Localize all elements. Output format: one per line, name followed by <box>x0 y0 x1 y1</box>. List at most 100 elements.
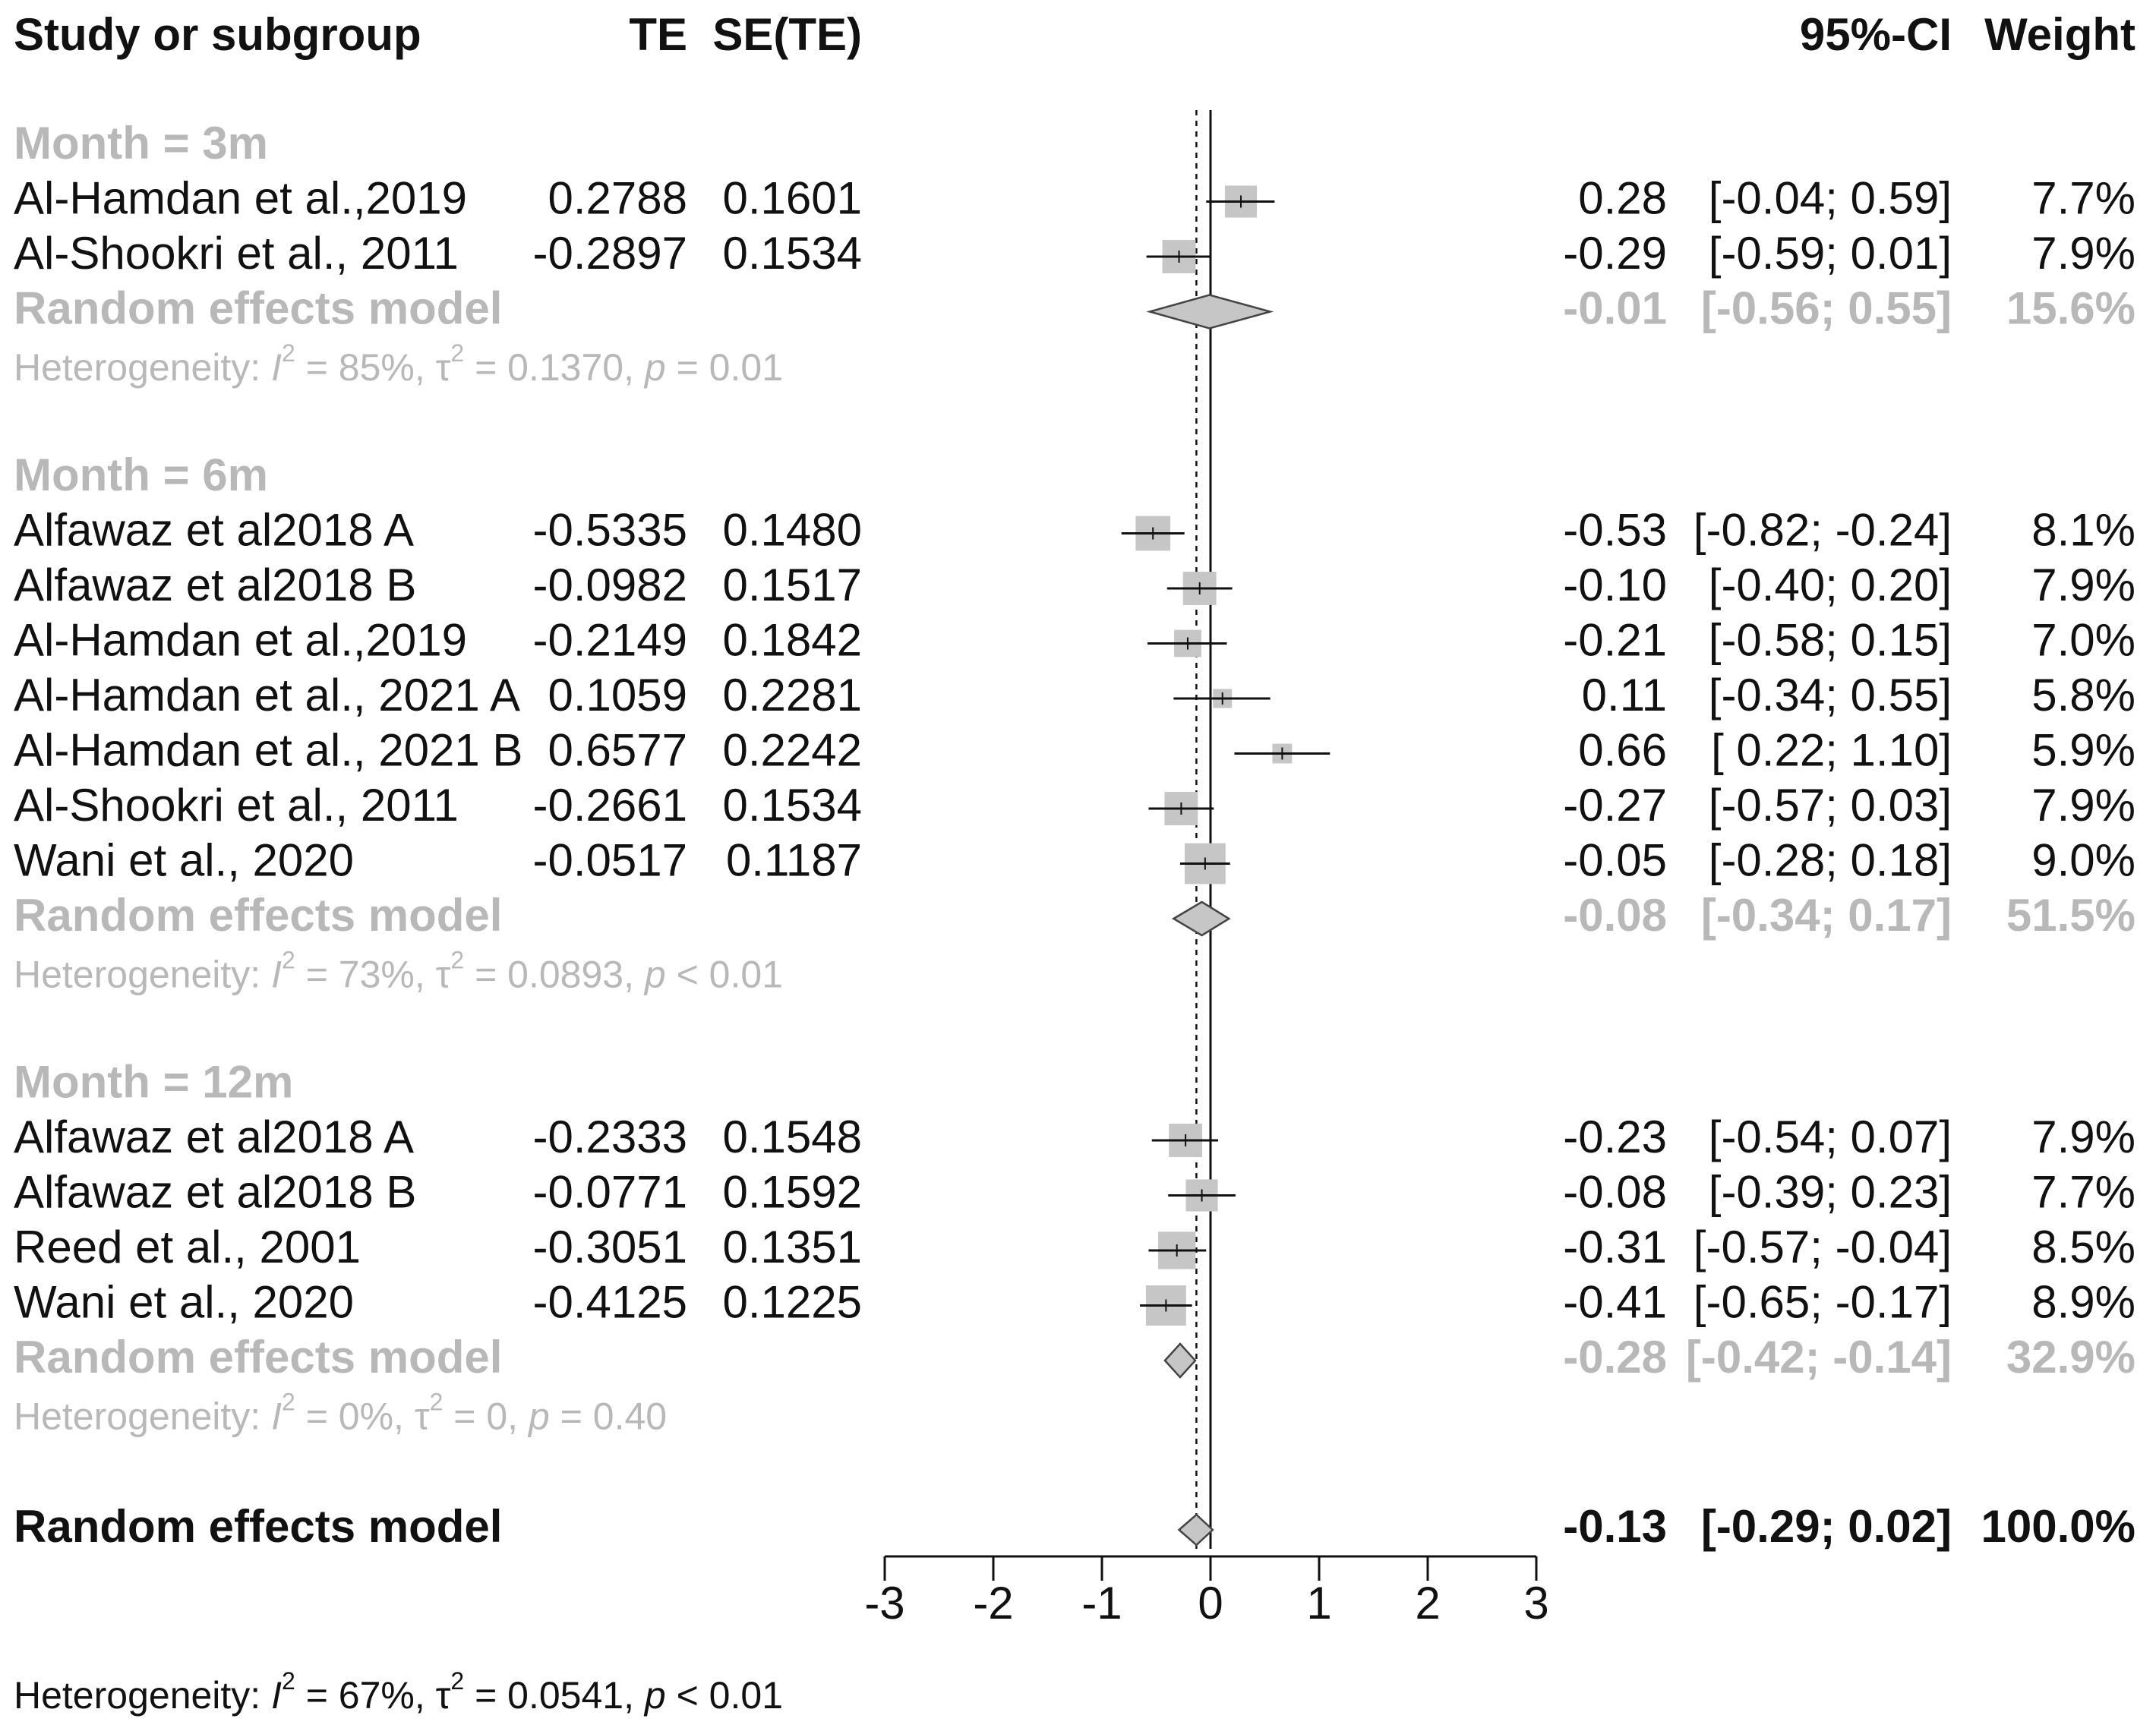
overall-ci: [-0.29; 0.02] <box>1701 1501 1952 1552</box>
subgroup-model-estimate: -0.08 <box>1563 890 1667 941</box>
subgroup-model-estimate: -0.28 <box>1563 1332 1667 1383</box>
study-weight: 5.8% <box>2031 670 2135 721</box>
study-ci: [-0.04; 0.59] <box>1709 172 1952 223</box>
study-se: 0.1548 <box>722 1112 862 1162</box>
study-weight: 8.9% <box>2031 1276 2135 1327</box>
study-te: -0.0517 <box>533 834 688 885</box>
study-estimate: -0.27 <box>1563 780 1667 831</box>
study-se: 0.1187 <box>726 834 862 885</box>
overall-model-label: Random effects model <box>14 1501 502 1552</box>
study-ci: [ 0.22; 1.10] <box>1711 724 1952 775</box>
study-estimate: -0.41 <box>1563 1276 1667 1327</box>
study-te: -0.2149 <box>533 614 688 665</box>
study-name: Wani et al., 2020 <box>14 1276 354 1327</box>
study-se: 0.1534 <box>722 780 862 831</box>
study-name: Al-Hamdan et al.,2019 <box>14 172 467 223</box>
study-estimate: -0.05 <box>1563 834 1667 885</box>
study-se: 0.1225 <box>722 1276 862 1327</box>
study-ci: [-0.34; 0.55] <box>1709 670 1952 721</box>
study-te: -0.0982 <box>533 560 688 610</box>
summary-diamond <box>1163 1342 1197 1379</box>
study-te: -0.3051 <box>533 1222 688 1272</box>
study-ci: [-0.54; 0.07] <box>1709 1112 1952 1162</box>
x-tick-label: 0 <box>1198 1578 1223 1629</box>
study-weight: 7.9% <box>2031 560 2135 610</box>
study-name: Al-Hamdan et al., 2021 B <box>14 724 522 775</box>
study-ci: [-0.65; -0.17] <box>1694 1276 1952 1327</box>
study-name: Al-Hamdan et al.,2019 <box>14 614 467 665</box>
study-weight: 7.7% <box>2031 1166 2135 1217</box>
subgroup-label: Month = 6m <box>14 449 268 500</box>
study-name: Alfawaz et al2018 B <box>14 560 416 610</box>
overall-weight: 100.0% <box>1981 1501 2136 1552</box>
study-estimate: -0.10 <box>1563 560 1667 610</box>
summary-diamond <box>1146 294 1274 330</box>
subgroup-model-ci: [-0.42; -0.14] <box>1686 1332 1952 1383</box>
study-te: 0.1059 <box>548 670 687 721</box>
study-se: 0.1592 <box>722 1166 862 1217</box>
x-tick-label: -1 <box>1081 1578 1122 1629</box>
header-te: TE <box>629 9 687 60</box>
study-name: Alfawaz et al2018 B <box>14 1166 416 1217</box>
subgroup-model-weight: 51.5% <box>2006 890 2135 941</box>
subgroup-heterogeneity: Heterogeneity: I2 = 0%, τ2 = 0, p = 0.40 <box>14 1389 667 1438</box>
study-ci: [-0.39; 0.23] <box>1709 1166 1952 1217</box>
subgroup-label: Month = 3m <box>14 118 268 169</box>
study-estimate: 0.28 <box>1578 172 1667 223</box>
subgroup-model-estimate: -0.01 <box>1563 282 1667 333</box>
study-se: 0.1534 <box>722 228 862 279</box>
study-se: 0.1351 <box>722 1222 862 1272</box>
subgroup-model-label: Random effects model <box>14 1332 502 1383</box>
study-te: -0.4125 <box>533 1276 688 1327</box>
study-weight: 5.9% <box>2031 724 2135 775</box>
study-se: 0.2242 <box>722 724 862 775</box>
study-te: -0.0771 <box>533 1166 688 1217</box>
study-weight: 7.0% <box>2031 614 2135 665</box>
subgroup-model-label: Random effects model <box>14 890 502 941</box>
study-te: -0.2661 <box>533 780 688 831</box>
study-ci: [-0.82; -0.24] <box>1694 504 1952 555</box>
subgroup-label: Month = 12m <box>14 1056 293 1107</box>
x-tick-label: 3 <box>1523 1578 1548 1629</box>
study-ci: [-0.58; 0.15] <box>1709 614 1952 665</box>
study-name: Al-Shookri et al., 2011 <box>14 780 459 831</box>
header-study: Study or subgroup <box>14 9 421 60</box>
study-ci: [-0.40; 0.20] <box>1709 560 1952 610</box>
study-weight: 8.1% <box>2031 504 2135 555</box>
study-estimate: 0.66 <box>1578 724 1667 775</box>
study-ci: [-0.57; 0.03] <box>1709 780 1952 831</box>
study-weight: 7.9% <box>2031 780 2135 831</box>
study-estimate: -0.08 <box>1563 1166 1667 1217</box>
study-weight: 8.5% <box>2031 1222 2135 1272</box>
overall-heterogeneity: Heterogeneity: I2 = 67%, τ2 = 0.0541, p … <box>14 1667 783 1717</box>
study-estimate: -0.21 <box>1563 614 1667 665</box>
study-estimate: -0.53 <box>1563 504 1667 555</box>
study-weight: 7.9% <box>2031 228 2135 279</box>
subgroup-model-weight: 15.6% <box>2006 282 2135 333</box>
study-name: Reed et al., 2001 <box>14 1222 361 1272</box>
table-text: Study or subgroup TE SE(TE) 95%-CI Weight Mon… <box>14 9 2135 1717</box>
study-se: 0.1517 <box>722 560 862 610</box>
study-name: Wani et al., 2020 <box>14 834 354 885</box>
study-te: -0.5335 <box>533 504 688 555</box>
subgroup-model-label: Random effects model <box>14 282 502 333</box>
overall-estimate: -0.13 <box>1563 1501 1667 1552</box>
x-tick-label: -3 <box>864 1578 904 1629</box>
study-te: 0.6577 <box>548 724 687 775</box>
header-ci: 95%-CI <box>1800 9 1952 60</box>
study-name: Al-Hamdan et al., 2021 A <box>14 670 520 721</box>
study-ci: [-0.57; -0.04] <box>1694 1222 1952 1272</box>
study-weight: 9.0% <box>2031 834 2135 885</box>
study-ci: [-0.59; 0.01] <box>1709 228 1952 279</box>
summary-diamond <box>1171 900 1231 937</box>
study-estimate: 0.11 <box>1582 670 1667 721</box>
study-estimate: -0.23 <box>1563 1112 1667 1162</box>
study-weight: 7.9% <box>2031 1112 2135 1162</box>
plot-marks <box>1121 185 1331 1547</box>
study-weight: 7.7% <box>2031 172 2135 223</box>
study-te: 0.2788 <box>548 172 687 223</box>
x-tick-label: 1 <box>1306 1578 1331 1629</box>
study-se: 0.1601 <box>722 172 862 223</box>
subgroup-model-weight: 32.9% <box>2006 1332 2135 1383</box>
